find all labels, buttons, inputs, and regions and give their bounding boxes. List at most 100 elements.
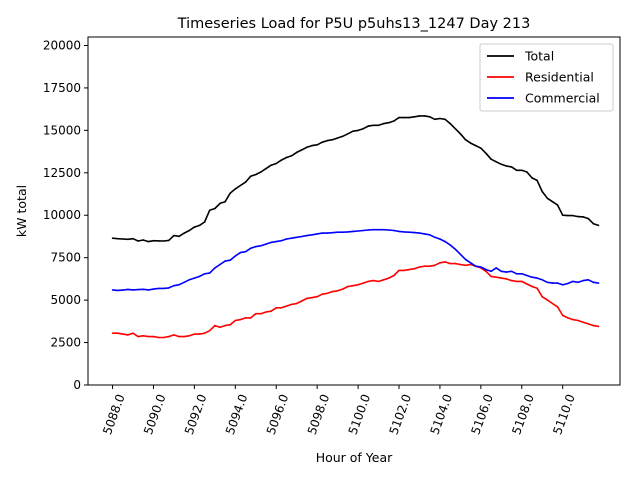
data-point-commercial [510, 270, 513, 273]
series-total [111, 115, 600, 243]
data-point-residential [239, 318, 242, 321]
data-point-total [178, 235, 180, 238]
data-point-commercial [495, 267, 498, 269]
data-point-commercial [561, 284, 564, 286]
data-point-total [147, 240, 150, 243]
data-point-residential [500, 277, 503, 279]
data-point-commercial [168, 287, 170, 289]
data-point-total [556, 204, 559, 206]
data-point-residential [255, 312, 257, 315]
data-point-total [464, 138, 467, 141]
data-point-total [531, 177, 533, 179]
plot-frame [87, 36, 621, 386]
data-point-commercial [275, 240, 278, 243]
data-point-total [152, 239, 155, 242]
legend: Total Residential Commercial [479, 43, 614, 112]
data-point-residential [572, 318, 574, 321]
data-point-total [546, 197, 549, 200]
data-point-residential [357, 284, 359, 286]
data-point-total [321, 141, 324, 143]
data-point-commercial [372, 228, 375, 231]
data-point-total [306, 146, 308, 149]
data-point-residential [510, 279, 513, 282]
data-point-commercial [541, 279, 543, 281]
data-point-commercial [567, 282, 569, 285]
data-point-total [536, 179, 538, 182]
data-point-commercial [306, 234, 308, 237]
y-tick-label: 20000 [43, 38, 81, 52]
data-point-residential [142, 335, 144, 337]
data-point-residential [290, 303, 293, 306]
data-point-residential [260, 312, 262, 315]
data-point-total [561, 214, 564, 216]
data-point-residential [111, 332, 114, 335]
y-tick-label: 2500 [50, 336, 81, 350]
data-point-total [372, 124, 375, 127]
series-commercial [111, 228, 600, 292]
series-residential [111, 261, 600, 339]
data-point-commercial [341, 231, 344, 233]
data-point-commercial [116, 289, 119, 292]
data-point-residential [244, 317, 247, 319]
data-point-residential [285, 305, 288, 307]
data-point-commercial [582, 279, 584, 282]
y-axis-label: kW total [14, 185, 29, 237]
data-point-commercial [531, 276, 533, 279]
data-point-total [260, 171, 262, 173]
data-point-residential [413, 267, 416, 270]
data-point-commercial [203, 273, 206, 275]
data-point-total [393, 120, 395, 122]
data-point-total [362, 127, 365, 130]
data-point-total [203, 221, 206, 223]
data-point-residential [388, 277, 390, 279]
data-point-residential [219, 326, 221, 329]
data-point-residential [162, 336, 165, 339]
data-point-total [347, 133, 349, 135]
data-point-residential [331, 290, 334, 293]
data-point-total [428, 116, 431, 118]
data-point-commercial [111, 289, 114, 291]
y-tick-label: 0 [73, 378, 81, 392]
data-point-residential [178, 335, 180, 338]
data-point-residential [280, 307, 283, 309]
data-point-commercial [505, 271, 508, 273]
data-point-commercial [122, 289, 124, 291]
data-point-total [352, 130, 354, 132]
data-point-residential [582, 321, 584, 324]
data-point-residential [541, 295, 543, 298]
data-point-residential [203, 332, 206, 335]
data-point-total [398, 116, 400, 119]
data-point-total [382, 122, 385, 125]
data-point-residential [531, 285, 533, 288]
data-point-commercial [362, 229, 365, 232]
data-point-residential [372, 279, 375, 282]
data-point-residential [265, 311, 267, 313]
data-point-total [526, 171, 528, 173]
data-point-total [597, 224, 600, 227]
data-point-total [572, 214, 574, 217]
data-point-commercial [572, 280, 574, 283]
data-point-total [449, 122, 452, 125]
data-point-commercial [219, 263, 221, 266]
data-point-residential [137, 335, 139, 338]
data-point-residential [147, 335, 150, 338]
data-point-total [132, 237, 134, 240]
y-tick-label: 5000 [50, 293, 81, 307]
data-point-residential [208, 329, 211, 332]
data-point-residential [306, 297, 308, 300]
chart-title: Timeseries Load for P5U p5uhs13_1247 Day… [177, 16, 531, 32]
data-point-total [587, 217, 590, 220]
data-point-residential [597, 325, 600, 328]
data-point-commercial [428, 234, 431, 236]
data-point-commercial [551, 282, 554, 284]
data-point-total [270, 164, 272, 166]
data-point-commercial [229, 259, 231, 262]
data-point-commercial [234, 255, 237, 257]
data-point-commercial [377, 228, 380, 231]
data-point-commercial [464, 258, 467, 261]
data-point-total [157, 240, 160, 242]
data-point-total [224, 200, 226, 203]
data-point-total [510, 166, 513, 168]
data-point-residential [168, 335, 170, 338]
